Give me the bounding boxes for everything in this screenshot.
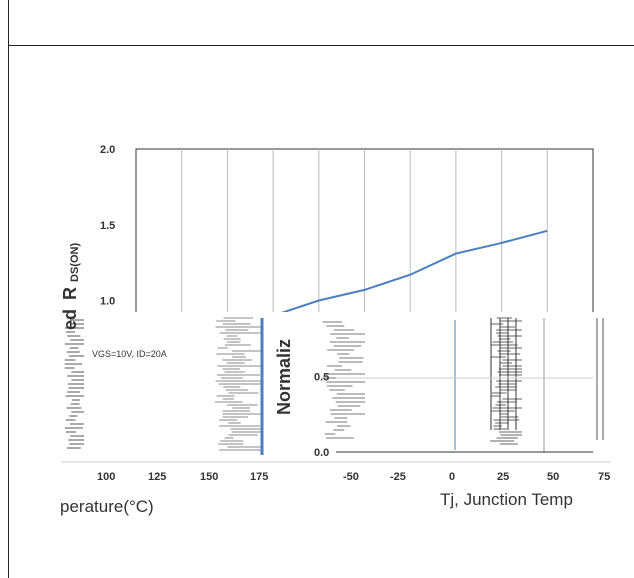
y-tick-label: 2.0 <box>100 144 115 156</box>
x-tick-label: -25 <box>390 471 406 483</box>
x-tick-label: 150 <box>200 471 218 483</box>
y-axis-title: Normaliz <box>274 339 294 415</box>
table-header-cell <box>8 0 634 46</box>
x-tick-label: 100 <box>97 471 115 483</box>
x-tick-label: 175 <box>250 471 268 483</box>
x-tick-labels: -50 -25 0 25 50 75 100 125 150 175 <box>97 471 610 483</box>
y-axis-title-left: ed R DS(ON) <box>60 243 81 330</box>
y-tick-label: 1.5 <box>100 220 115 232</box>
y-tick-label-overlay: 0.5 <box>314 371 329 383</box>
x-tick-label: 25 <box>497 471 509 483</box>
x-tick-label: 75 <box>598 471 610 483</box>
y-axis-title-prefix: Normaliz <box>274 339 294 415</box>
x-tick-label: 0 <box>449 471 455 483</box>
table-left-border <box>8 46 9 578</box>
image-artifacts: 0.5 0.0 <box>62 312 610 463</box>
x-tick-label: 125 <box>148 471 166 483</box>
svg-text:ed R DS(ON): ed R DS(ON) <box>60 243 81 330</box>
y-tick-label: 1.0 <box>100 296 115 308</box>
test-condition-annotation: VGS=10V, ID=20A <box>92 349 167 359</box>
y-tick-label-overlay: 0.0 <box>314 447 329 459</box>
x-tick-label: -50 <box>343 471 359 483</box>
series-line <box>272 229 548 317</box>
y-axis-title-mid: ed <box>60 309 80 330</box>
x-axis-title-right: Tj, Junction Temp <box>440 490 573 509</box>
x-tick-label: 50 <box>547 471 559 483</box>
y-axis-title-main: R <box>60 287 80 300</box>
x-axis-title-left: perature(°C) <box>60 497 154 516</box>
y-axis-title-sub: DS(ON) <box>69 243 81 282</box>
